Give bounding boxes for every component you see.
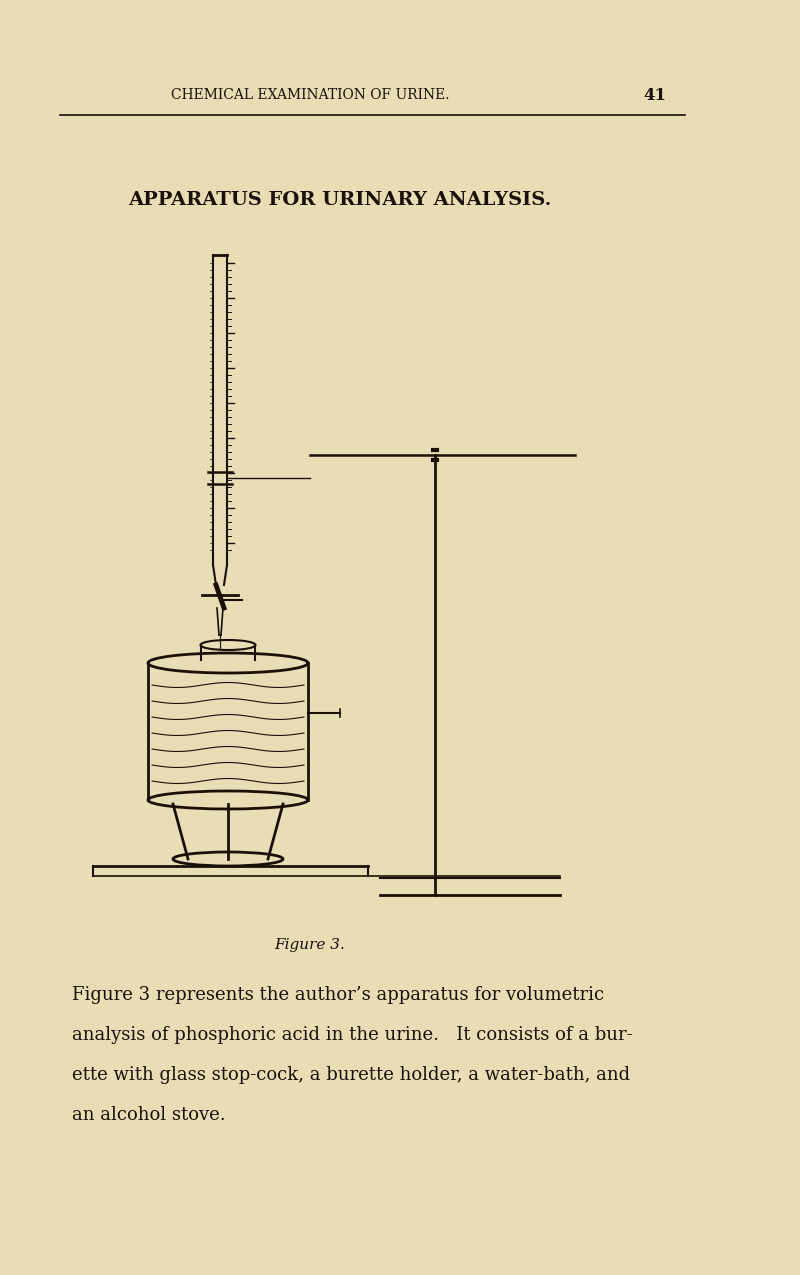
Text: an alcohol stove.: an alcohol stove.	[72, 1105, 226, 1125]
Ellipse shape	[148, 790, 308, 810]
Text: ette with glass stop-cock, a burette holder, a water-bath, and: ette with glass stop-cock, a burette hol…	[72, 1066, 630, 1084]
Text: Figure 3 represents the author’s apparatus for volumetric: Figure 3 represents the author’s apparat…	[72, 986, 604, 1003]
Ellipse shape	[173, 852, 283, 866]
Text: 41: 41	[643, 87, 666, 103]
Text: Figure 3.: Figure 3.	[274, 938, 346, 952]
Text: CHEMICAL EXAMINATION OF URINE.: CHEMICAL EXAMINATION OF URINE.	[170, 88, 450, 102]
Text: analysis of phosphoric acid in the urine.   It consists of a bur-: analysis of phosphoric acid in the urine…	[72, 1026, 633, 1044]
Text: APPARATUS FOR URINARY ANALYSIS.: APPARATUS FOR URINARY ANALYSIS.	[128, 191, 552, 209]
Ellipse shape	[201, 640, 255, 650]
